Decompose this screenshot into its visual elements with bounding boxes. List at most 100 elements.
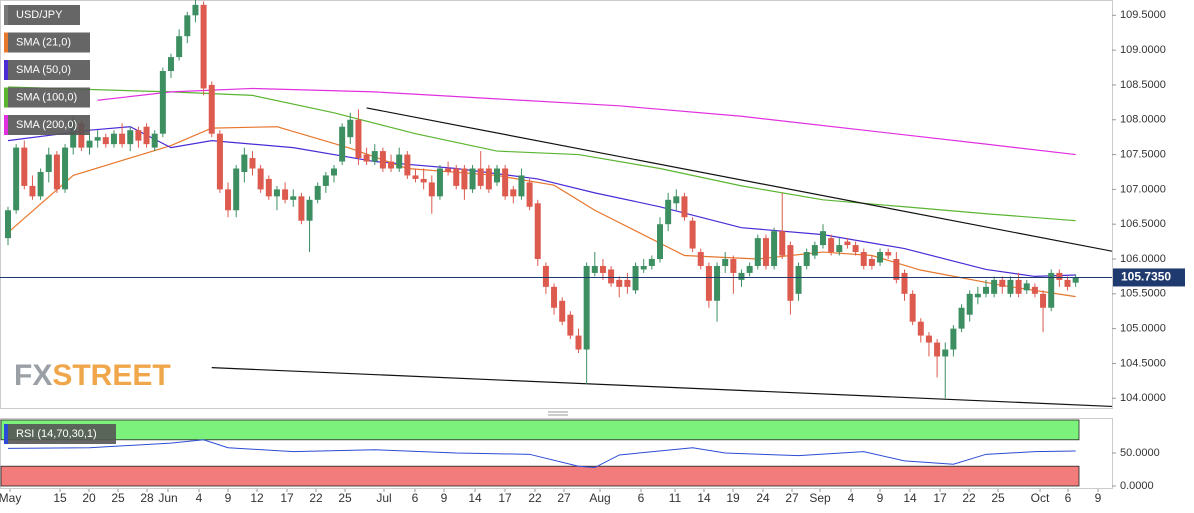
candle-body [657, 224, 663, 260]
candle-body [885, 252, 892, 256]
y-tick-label: 106.0000 [1120, 253, 1166, 265]
candle-body [681, 196, 688, 218]
x-tick-label: 22 [962, 491, 976, 505]
candle-body [787, 245, 794, 301]
x-tick-label: 6 [638, 491, 645, 505]
legend-label: USD/JPY [16, 9, 63, 21]
rsi-legend-swatch [4, 424, 8, 444]
candle-body [298, 196, 305, 221]
candle-body [632, 265, 639, 291]
candle-body [502, 168, 509, 197]
candle-body [730, 259, 737, 273]
candle-body [1064, 279, 1071, 287]
candle-body [950, 328, 957, 350]
watermark-fx: FX [14, 359, 52, 392]
candle-body [469, 168, 476, 190]
candle-body [648, 259, 655, 266]
candle-body [795, 265, 802, 294]
x-tick-label: 17 [933, 491, 947, 505]
candle-body [1023, 283, 1030, 291]
candle-body [1015, 279, 1022, 294]
legend-box [4, 60, 90, 80]
y-tick-label: 108.5000 [1120, 79, 1166, 91]
legend-box [4, 5, 80, 25]
last-price-label: 105.7350 [1121, 270, 1171, 284]
legend-swatch [4, 115, 8, 135]
x-tick-label: 24 [756, 491, 770, 505]
candle-body [404, 154, 411, 176]
candle-body [1056, 272, 1063, 280]
candle-body [371, 151, 378, 162]
candle-body [290, 196, 297, 200]
candle-body [420, 178, 427, 183]
rsi-legend-label: RSI (14,70,30,1) [16, 428, 97, 440]
y-tick-label: 104.5000 [1120, 357, 1166, 369]
x-tick-label: 19 [726, 491, 740, 505]
candle-body [779, 231, 786, 256]
candle-body [135, 130, 142, 141]
y-tick-label: 106.5000 [1120, 218, 1166, 230]
candle-body [78, 123, 85, 148]
x-tick-label: 14 [697, 491, 711, 505]
candle-body [94, 137, 101, 141]
x-tick-label: 27 [785, 491, 799, 505]
candle-body [510, 189, 517, 197]
last-price-box [1113, 268, 1185, 287]
candle-body [966, 293, 973, 315]
legend-label: SMA (50,0) [16, 64, 71, 76]
candle-body [991, 279, 998, 294]
candle-body [257, 168, 264, 190]
legend-swatch [4, 5, 8, 25]
candle-body [983, 286, 989, 294]
candle-body [322, 175, 329, 186]
x-tick-label: 6 [1065, 491, 1072, 505]
candle-body [901, 272, 908, 294]
candle-body [143, 126, 150, 145]
candle-body [445, 168, 452, 172]
legend-swatch [4, 87, 8, 108]
candle-body [771, 231, 778, 266]
candle-body [836, 245, 843, 253]
x-tick-label: 22 [309, 491, 323, 505]
legend-swatch [4, 32, 8, 53]
oversold-band [0, 465, 1080, 487]
x-tick-label: 25 [338, 491, 352, 505]
candle-body [542, 265, 549, 287]
candle-body [53, 154, 60, 190]
candle-body [412, 175, 419, 179]
x-tick-label: Sep [809, 491, 831, 505]
trendline [366, 107, 1112, 252]
legend-swatch [4, 60, 8, 80]
candle-body [485, 168, 492, 190]
x-tick-label: 4 [848, 491, 855, 505]
candle-body [388, 161, 395, 169]
candle-body [624, 279, 631, 287]
candle-body [306, 199, 313, 221]
candle-body [575, 335, 582, 350]
candle-body [942, 349, 949, 357]
candle-body [428, 182, 435, 197]
candle-body [934, 342, 941, 357]
legend-label: SMA (200,0) [16, 119, 77, 131]
candle-body [917, 321, 924, 336]
candle-body [844, 241, 851, 246]
x-tick-label: Aug [589, 491, 610, 505]
candle-body [673, 196, 680, 204]
candle-body [37, 171, 44, 197]
candle-body [192, 4, 199, 16]
legend-box [4, 32, 90, 53]
candle-body [754, 238, 761, 266]
candle-body [762, 238, 769, 266]
y-tick-label: 105.0000 [1120, 323, 1166, 335]
candle-body [559, 300, 566, 322]
candle-body [958, 307, 965, 329]
watermark: FXSTREET [14, 359, 171, 392]
candle-body [86, 140, 93, 148]
trendline [211, 367, 1112, 408]
candle-body [265, 178, 272, 197]
candle-body [697, 252, 704, 266]
candle-body [127, 130, 134, 145]
rsi-legend-box [4, 424, 116, 444]
candle-body [273, 189, 280, 197]
legend-label: SMA (100,0) [16, 91, 77, 103]
